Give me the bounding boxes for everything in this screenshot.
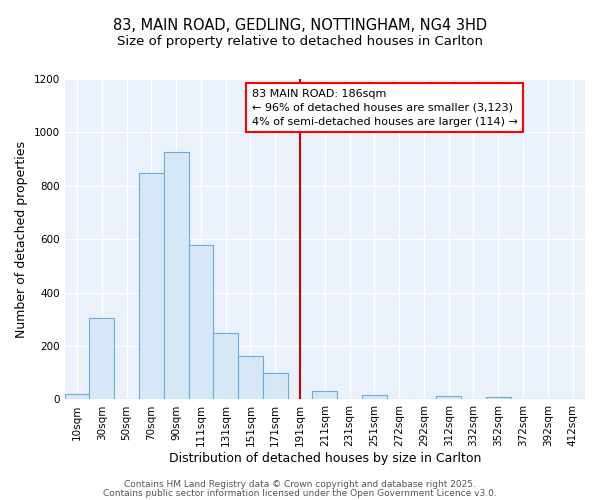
Bar	[214, 333, 238, 400]
Bar	[436, 396, 461, 400]
Bar	[65, 394, 89, 400]
Bar	[486, 397, 511, 400]
Bar	[89, 318, 114, 400]
Bar	[188, 245, 214, 400]
Text: 83, MAIN ROAD, GEDLING, NOTTINGHAM, NG4 3HD: 83, MAIN ROAD, GEDLING, NOTTINGHAM, NG4 …	[113, 18, 487, 32]
Bar	[263, 373, 287, 400]
Text: Contains public sector information licensed under the Open Government Licence v3: Contains public sector information licen…	[103, 488, 497, 498]
Text: Contains HM Land Registry data © Crown copyright and database right 2025.: Contains HM Land Registry data © Crown c…	[124, 480, 476, 489]
Y-axis label: Number of detached properties: Number of detached properties	[15, 140, 28, 338]
X-axis label: Distribution of detached houses by size in Carlton: Distribution of detached houses by size …	[169, 452, 481, 465]
Text: Size of property relative to detached houses in Carlton: Size of property relative to detached ho…	[117, 35, 483, 48]
Bar	[238, 356, 263, 400]
Bar	[362, 394, 387, 400]
Text: 83 MAIN ROAD: 186sqm
← 96% of detached houses are smaller (3,123)
4% of semi-det: 83 MAIN ROAD: 186sqm ← 96% of detached h…	[252, 88, 518, 126]
Bar	[164, 152, 188, 400]
Bar	[139, 173, 164, 400]
Bar	[313, 390, 337, 400]
